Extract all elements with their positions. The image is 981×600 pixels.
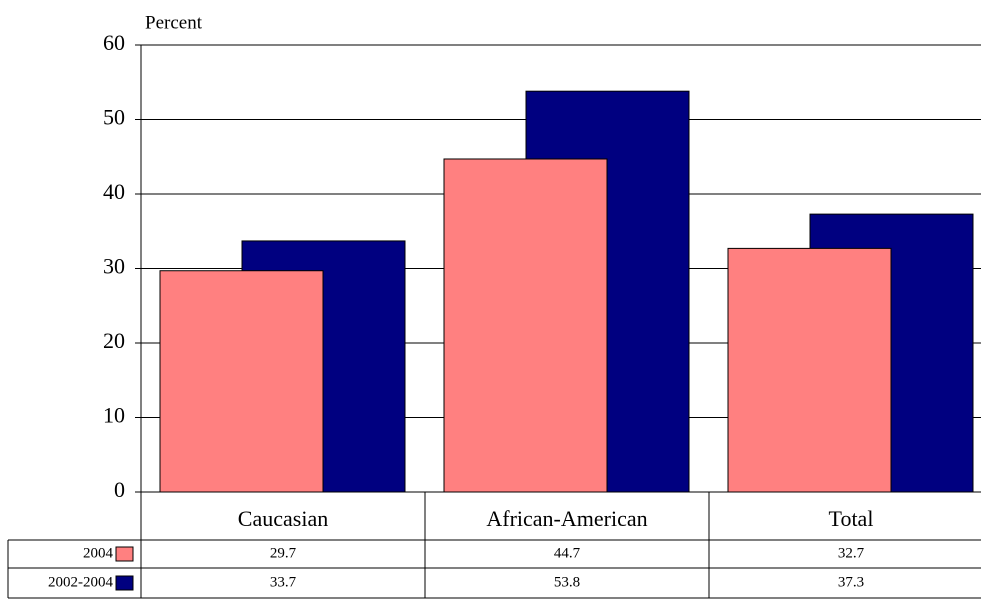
- y-tick-label: 20: [103, 328, 125, 353]
- y-tick-label: 50: [103, 105, 125, 130]
- table-value: 53.8: [554, 574, 580, 590]
- legend-label: 2002-2004: [48, 574, 113, 590]
- bar: [727, 247, 892, 493]
- y-tick-label: 10: [103, 403, 125, 428]
- table-value: 44.7: [554, 545, 581, 561]
- y-tick-label: 30: [103, 254, 125, 279]
- table-value: 32.7: [838, 545, 865, 561]
- y-tick-label: 40: [103, 179, 125, 204]
- bar: [159, 270, 324, 493]
- y-tick-label: 0: [114, 477, 125, 502]
- y-axis-label: Percent: [145, 12, 203, 33]
- bar: [443, 158, 608, 493]
- legend-swatch: [115, 575, 134, 591]
- x-tick-label: African-American: [486, 506, 647, 531]
- y-tick-label: 60: [103, 30, 125, 55]
- legend-label: 2004: [83, 545, 114, 561]
- table-value: 33.7: [270, 574, 297, 590]
- x-tick-label: Caucasian: [238, 506, 328, 531]
- table-value: 37.3: [838, 574, 864, 590]
- x-tick-label: Total: [829, 506, 874, 531]
- legend-swatch: [115, 546, 134, 562]
- table-value: 29.7: [270, 545, 297, 561]
